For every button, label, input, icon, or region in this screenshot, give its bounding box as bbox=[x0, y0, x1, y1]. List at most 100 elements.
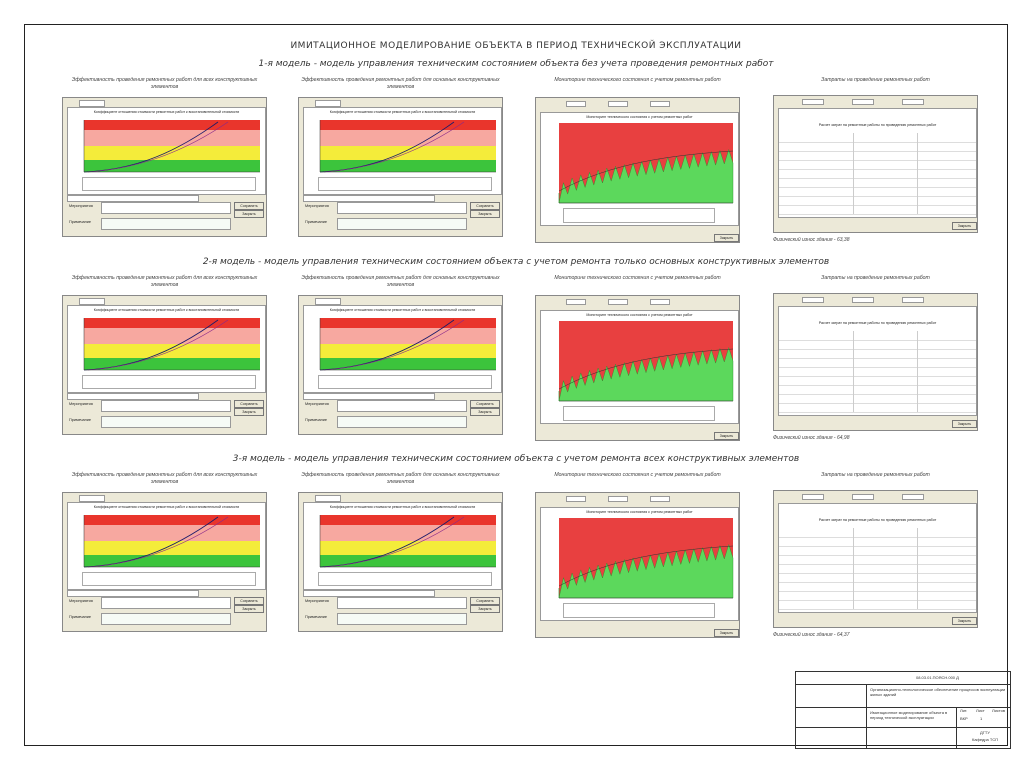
band-pink bbox=[84, 328, 260, 344]
cost-param-field[interactable] bbox=[802, 494, 824, 500]
status-line bbox=[67, 195, 199, 202]
org-name: Организационно-технологическое обеспечен… bbox=[870, 687, 1006, 697]
column-caption: Затраты на проведение ремонтных работ bbox=[821, 275, 930, 281]
close-button[interactable]: Закрыть bbox=[470, 210, 500, 218]
band-pink bbox=[320, 525, 496, 541]
costs-table: Расчет затрат на ремонтные работы по про… bbox=[778, 108, 977, 218]
note-label: Примечание bbox=[305, 615, 327, 619]
object-select[interactable] bbox=[79, 100, 105, 107]
measures-input[interactable] bbox=[101, 400, 231, 412]
band-pink bbox=[84, 130, 260, 146]
measures-label: Мероприятия bbox=[305, 599, 329, 603]
cost-param-field[interactable] bbox=[802, 99, 824, 105]
cost-param-field[interactable] bbox=[852, 494, 874, 500]
monitor-param-field[interactable] bbox=[566, 101, 586, 107]
monitoring-chart-title: Мониторинг технического состояния с учет… bbox=[586, 510, 693, 514]
sheet-title: Имитационное моделирование объекта в пер… bbox=[870, 710, 948, 720]
measures-input[interactable] bbox=[337, 597, 467, 609]
close-button[interactable]: Закрыть bbox=[234, 605, 264, 613]
university: ДГТУ bbox=[980, 730, 990, 735]
cost-param-field[interactable] bbox=[902, 297, 924, 303]
monitor-param-field[interactable] bbox=[608, 496, 628, 502]
column-caption: Эффективность проведения ремонтных работ… bbox=[71, 77, 258, 90]
object-select[interactable] bbox=[315, 100, 341, 107]
monitor-param-field[interactable] bbox=[650, 101, 670, 107]
save-button[interactable]: Сохранить bbox=[234, 202, 264, 210]
monitoring-chart: Мониторинг технического состояния с учет… bbox=[540, 310, 739, 424]
note-field[interactable] bbox=[101, 613, 231, 625]
table-row bbox=[779, 600, 976, 610]
save-button[interactable]: Сохранить bbox=[470, 202, 500, 210]
wear-area bbox=[558, 543, 734, 599]
cost-param-field[interactable] bbox=[852, 99, 874, 105]
close-button[interactable]: Закрыть bbox=[470, 605, 500, 613]
doc-code: 08.03.01.ПОЯСН.000 Д bbox=[916, 675, 959, 680]
table-row bbox=[779, 394, 976, 404]
chart-legend bbox=[318, 572, 492, 586]
object-select[interactable] bbox=[315, 495, 341, 502]
status-line bbox=[303, 195, 435, 202]
object-select[interactable] bbox=[79, 495, 105, 502]
close-button[interactable]: Закрыть bbox=[234, 210, 264, 218]
measures-input[interactable] bbox=[101, 597, 231, 609]
chart-legend bbox=[82, 375, 256, 389]
band-yellow bbox=[320, 146, 496, 160]
band-green bbox=[320, 555, 496, 567]
band-red bbox=[84, 515, 260, 525]
object-select[interactable] bbox=[79, 298, 105, 305]
measures-input[interactable] bbox=[337, 202, 467, 214]
save-button[interactable]: Сохранить bbox=[234, 400, 264, 408]
chart-title: Коэффициент отношения стоимости ремонтны… bbox=[329, 308, 476, 312]
chart-title: Коэффициент отношения стоимости ремонтны… bbox=[329, 505, 476, 509]
note-field[interactable] bbox=[101, 218, 231, 230]
ratio-chart: Коэффициент отношения стоимости ремонтны… bbox=[67, 107, 266, 195]
efficiency-window: Коэффициент отношения стоимости ремонтны… bbox=[298, 97, 503, 237]
cost-param-field[interactable] bbox=[852, 297, 874, 303]
monitor-param-field[interactable] bbox=[566, 496, 586, 502]
cost-ratio-curve-2 bbox=[87, 516, 229, 568]
wear-area bbox=[558, 346, 734, 402]
monitor-param-field[interactable] bbox=[566, 299, 586, 305]
close-button[interactable]: Закрыть bbox=[952, 617, 977, 625]
note-field[interactable] bbox=[337, 613, 467, 625]
ratio-bands-svg bbox=[319, 318, 496, 371]
save-button[interactable]: Сохранить bbox=[234, 597, 264, 605]
note-field[interactable] bbox=[101, 416, 231, 428]
save-button[interactable]: Сохранить bbox=[470, 597, 500, 605]
monitor-param-field[interactable] bbox=[650, 299, 670, 305]
title-block: 08.03.01.ПОЯСН.000 Д Организационно-техн… bbox=[795, 671, 1011, 749]
costs-table: Расчет затрат на ремонтные работы по про… bbox=[778, 306, 977, 416]
measures-label: Мероприятия bbox=[69, 402, 93, 406]
efficiency-window: Коэффициент отношения стоимости ремонтны… bbox=[298, 295, 503, 435]
note-field[interactable] bbox=[337, 218, 467, 230]
measures-input[interactable] bbox=[337, 400, 467, 412]
close-button[interactable]: Закрыть bbox=[714, 234, 739, 242]
monitor-param-field[interactable] bbox=[650, 496, 670, 502]
close-button[interactable]: Закрыть bbox=[470, 408, 500, 416]
close-button[interactable]: Закрыть bbox=[234, 408, 264, 416]
cost-ratio-curve-2 bbox=[323, 516, 465, 568]
monitor-param-field[interactable] bbox=[608, 101, 628, 107]
close-button[interactable]: Закрыть bbox=[952, 222, 977, 230]
table-row bbox=[779, 591, 976, 601]
chart-legend bbox=[318, 375, 492, 389]
table-row bbox=[779, 546, 976, 556]
cost-param-field[interactable] bbox=[902, 99, 924, 105]
object-select[interactable] bbox=[315, 298, 341, 305]
table-row bbox=[779, 142, 976, 152]
table-row bbox=[779, 349, 976, 359]
cost-param-field[interactable] bbox=[802, 297, 824, 303]
cost-param-field[interactable] bbox=[902, 494, 924, 500]
monitor-param-field[interactable] bbox=[608, 299, 628, 305]
band-yellow bbox=[320, 344, 496, 358]
close-button[interactable]: Закрыть bbox=[714, 432, 739, 440]
note-field[interactable] bbox=[337, 416, 467, 428]
close-button[interactable]: Закрыть bbox=[714, 629, 739, 637]
table-divider bbox=[853, 331, 854, 412]
table-row bbox=[779, 573, 976, 583]
close-button[interactable]: Закрыть bbox=[952, 420, 977, 428]
model-title: 2-я модель - модель управления техническ… bbox=[202, 257, 830, 267]
costs-table: Расчет затрат на ремонтные работы по про… bbox=[778, 503, 977, 613]
measures-input[interactable] bbox=[101, 202, 231, 214]
save-button[interactable]: Сохранить bbox=[470, 400, 500, 408]
